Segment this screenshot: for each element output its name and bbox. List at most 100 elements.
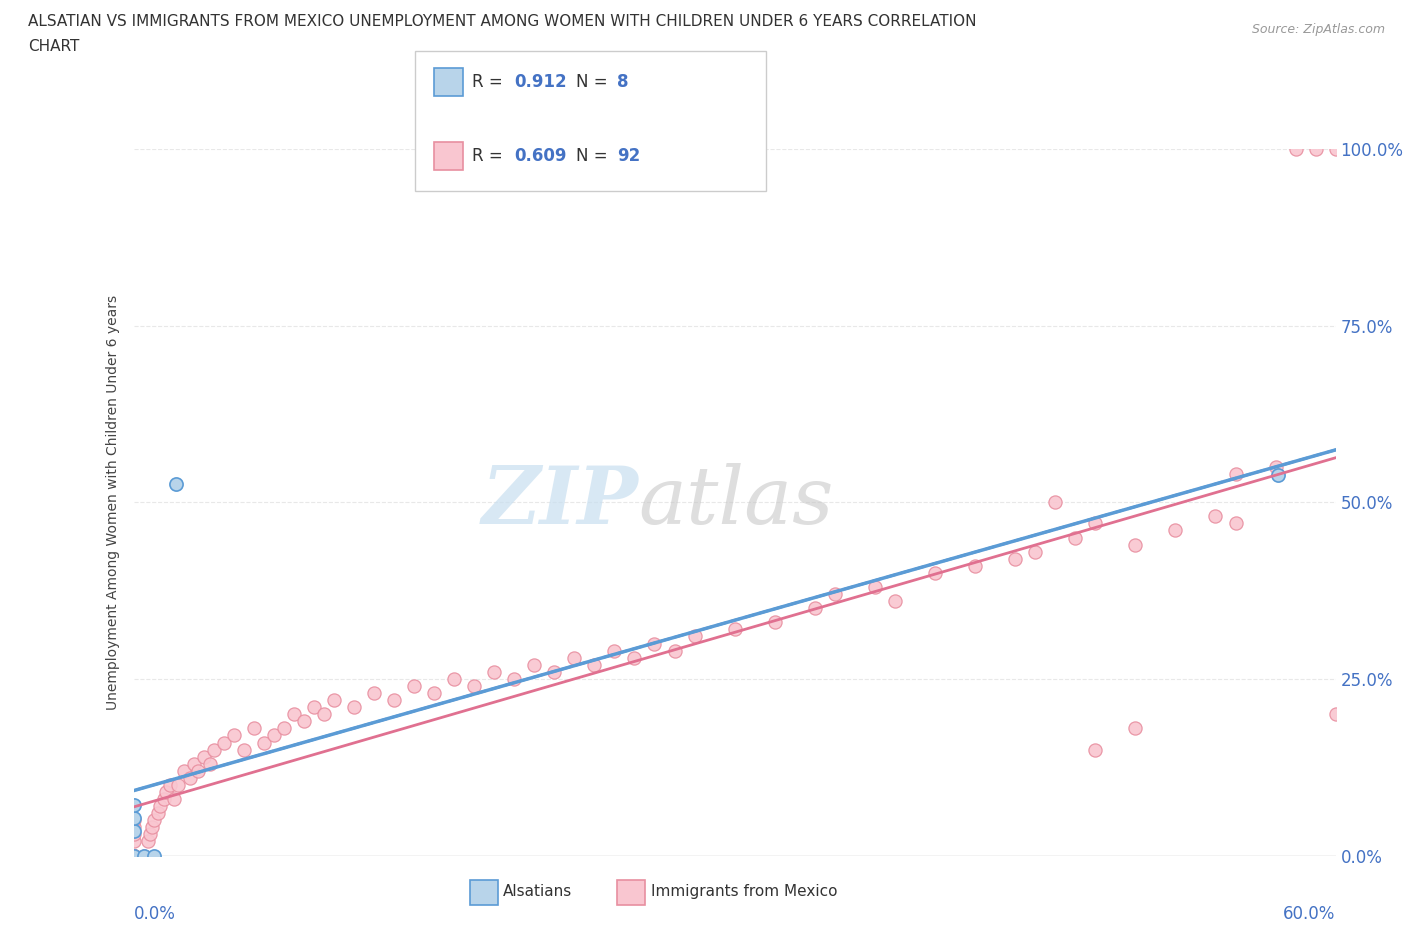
Point: [763, 615, 786, 630]
Point: [463, 679, 485, 694]
Point: [1324, 141, 1347, 156]
Point: [583, 658, 606, 672]
Point: [142, 813, 165, 828]
Point: [122, 848, 145, 863]
Point: [1365, 502, 1388, 517]
Point: [122, 848, 145, 863]
Point: [122, 823, 145, 838]
Point: [884, 593, 907, 608]
Point: [198, 756, 221, 771]
Point: [179, 770, 201, 785]
Point: [146, 805, 169, 820]
Text: 60.0%: 60.0%: [1284, 905, 1336, 923]
Point: [159, 777, 181, 792]
Point: [122, 834, 145, 849]
Point: [187, 764, 209, 778]
Point: [122, 848, 145, 863]
Point: [564, 650, 586, 665]
Point: [232, 742, 254, 757]
Point: [1305, 141, 1327, 156]
Text: R =: R =: [472, 73, 509, 91]
Point: [312, 707, 335, 722]
Point: [683, 629, 706, 644]
Text: 8: 8: [617, 73, 628, 91]
Point: [155, 785, 177, 800]
Point: [212, 735, 235, 750]
Point: [122, 848, 145, 863]
Text: ALSATIAN VS IMMIGRANTS FROM MEXICO UNEMPLOYMENT AMONG WOMEN WITH CHILDREN UNDER : ALSATIAN VS IMMIGRANTS FROM MEXICO UNEMP…: [28, 14, 977, 29]
Point: [1125, 721, 1147, 736]
Text: N =: N =: [576, 147, 613, 166]
Point: [484, 664, 506, 679]
Point: [1084, 516, 1107, 531]
Point: [222, 728, 245, 743]
Point: [924, 565, 946, 580]
Text: Alsatians: Alsatians: [503, 884, 572, 899]
Point: [132, 848, 155, 863]
Point: [122, 811, 145, 826]
Point: [122, 848, 145, 863]
Point: [122, 813, 145, 828]
Text: Source: ZipAtlas.com: Source: ZipAtlas.com: [1251, 23, 1385, 36]
Point: [273, 721, 295, 736]
Point: [122, 848, 145, 863]
Point: [136, 834, 159, 849]
Point: [122, 820, 145, 835]
Point: [122, 848, 145, 863]
Point: [183, 756, 205, 771]
Point: [1324, 707, 1347, 722]
Text: 0.609: 0.609: [515, 147, 567, 166]
Text: 92: 92: [617, 147, 641, 166]
Point: [343, 699, 366, 714]
Point: [1064, 530, 1087, 545]
Point: [543, 664, 565, 679]
Point: [1204, 509, 1226, 524]
Point: [863, 579, 886, 594]
Point: [149, 799, 172, 814]
Point: [302, 699, 325, 714]
Point: [323, 693, 346, 708]
Point: [644, 636, 666, 651]
Point: [292, 714, 315, 729]
Point: [723, 622, 745, 637]
Point: [824, 587, 846, 602]
Text: CHART: CHART: [28, 39, 80, 54]
Point: [253, 735, 276, 750]
Text: 0.912: 0.912: [515, 73, 567, 91]
Point: [122, 827, 145, 842]
Point: [141, 820, 163, 835]
Text: Immigrants from Mexico: Immigrants from Mexico: [651, 884, 838, 899]
Point: [423, 685, 446, 700]
Point: [122, 848, 145, 863]
Y-axis label: Unemployment Among Women with Children Under 6 years: Unemployment Among Women with Children U…: [107, 295, 121, 710]
Text: atlas: atlas: [638, 463, 834, 541]
Point: [965, 558, 987, 573]
Point: [1024, 544, 1046, 559]
Text: R =: R =: [472, 147, 509, 166]
Point: [1225, 516, 1247, 531]
Point: [122, 798, 145, 813]
Point: [1125, 538, 1147, 552]
Point: [193, 750, 215, 764]
Point: [404, 679, 426, 694]
Point: [283, 707, 305, 722]
Point: [152, 791, 174, 806]
Point: [173, 764, 195, 778]
Point: [1285, 141, 1308, 156]
Text: 0.0%: 0.0%: [134, 905, 176, 923]
Point: [804, 601, 827, 616]
Point: [122, 848, 145, 863]
Point: [138, 827, 160, 842]
Point: [1045, 495, 1067, 510]
Point: [1164, 523, 1187, 538]
Point: [122, 848, 145, 863]
Point: [1267, 468, 1289, 483]
Point: [142, 848, 165, 863]
Point: [132, 848, 155, 863]
Point: [603, 644, 626, 658]
Point: [382, 693, 405, 708]
Point: [243, 721, 266, 736]
Point: [202, 742, 225, 757]
Point: [122, 848, 145, 863]
Point: [523, 658, 546, 672]
